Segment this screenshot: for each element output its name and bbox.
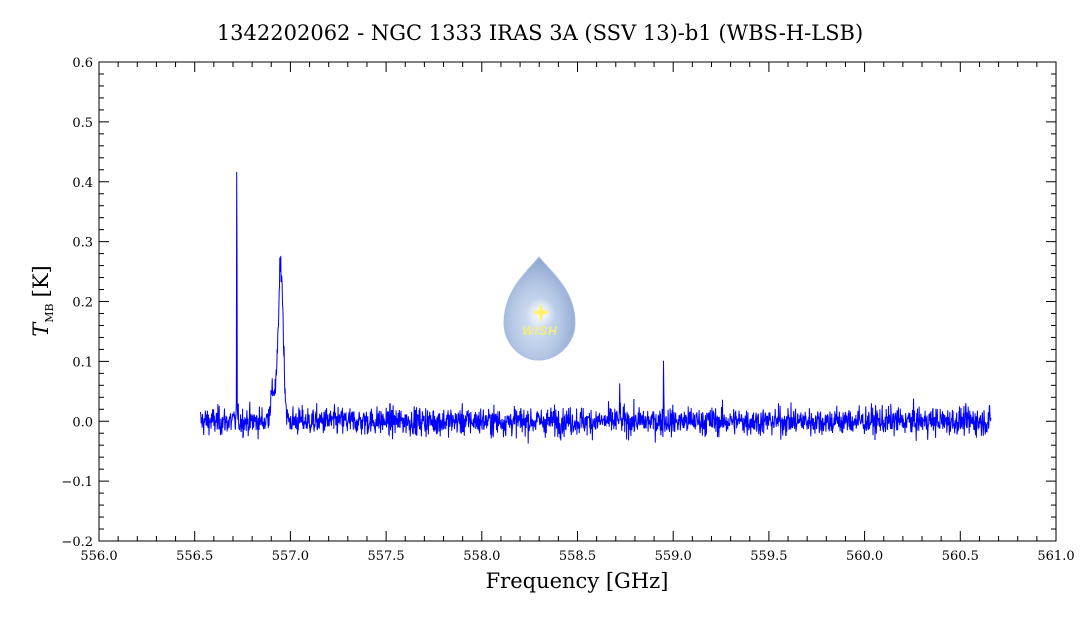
x-tick-label: 558.0 bbox=[463, 549, 500, 564]
x-tick-label: 560.5 bbox=[942, 549, 979, 564]
axis-ticks bbox=[98, 61, 1057, 542]
spectrum-series-line bbox=[199, 171, 992, 444]
wish-star-icon bbox=[532, 303, 550, 322]
x-tick-label: 557.0 bbox=[272, 549, 309, 564]
y-tick-label: 0.3 bbox=[72, 236, 93, 251]
y-tick-label: 0.6 bbox=[72, 56, 93, 71]
wish-logo: WISH bbox=[503, 256, 576, 361]
y-tick-label: 0.1 bbox=[72, 355, 93, 370]
x-tick-label: 560.0 bbox=[846, 549, 883, 564]
y-axis-label-subscript: MB bbox=[43, 303, 56, 322]
x-axis-tick-labels: 556.0 556.5 557.0 557.5 558.0 558.5 559.0 559.5… bbox=[80, 549, 1074, 564]
x-tick-label: 556.0 bbox=[80, 549, 117, 564]
x-tick-label: 556.5 bbox=[176, 549, 213, 564]
x-tick-label: 559.5 bbox=[750, 549, 787, 564]
x-tick-label: 561.0 bbox=[1037, 549, 1074, 564]
y-axis-label: TMB [K] bbox=[29, 265, 56, 336]
y-tick-label: −0.1 bbox=[61, 475, 93, 490]
y-tick-label: −0.2 bbox=[61, 535, 93, 550]
y-axis-label-symbol: T bbox=[29, 321, 53, 337]
x-tick-label: 559.0 bbox=[655, 549, 692, 564]
svg-text:TMB[K]: TMB [K] bbox=[29, 265, 56, 336]
wish-logo-text: WISH bbox=[522, 324, 557, 338]
y-tick-label: 0.5 bbox=[72, 116, 93, 131]
y-tick-label: 0.0 bbox=[72, 415, 93, 430]
chart-title: 1342202062 - NGC 1333 IRAS 3A (SSV 13)-b… bbox=[217, 21, 863, 45]
y-axis-label-unit: [K] bbox=[29, 265, 53, 297]
x-tick-label: 557.5 bbox=[367, 549, 404, 564]
x-tick-label: 558.5 bbox=[559, 549, 596, 564]
x-axis-label: Frequency [GHz] bbox=[486, 569, 669, 593]
y-tick-label: 0.4 bbox=[72, 176, 93, 191]
y-tick-label: 0.2 bbox=[72, 296, 93, 311]
y-axis-tick-labels: −0.2 −0.1 0.0 0.1 0.2 0.3 0.4 0.5 0.6 bbox=[61, 56, 93, 550]
plot-frame bbox=[98, 61, 1057, 542]
